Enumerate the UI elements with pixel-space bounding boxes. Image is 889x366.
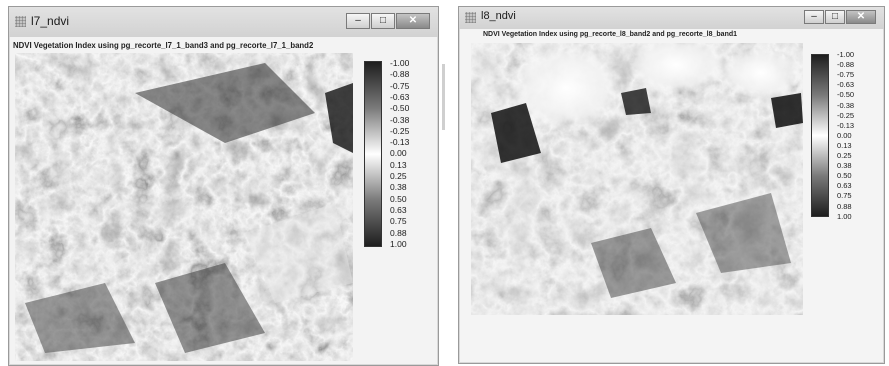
legend-tick: -0.38 [837,100,855,110]
legend-tick: 0.75 [390,216,407,227]
legend-tick: 0.50 [837,171,852,181]
legend-tick: -0.25 [390,125,410,136]
legend-tick: -0.88 [390,69,410,80]
legend-tick: 0.88 [837,201,852,211]
legend-tick: 1.00 [390,238,407,249]
window-l8-ndvi[interactable]: l8_ndvi – □ ✕ NDVI Vegetation Index usin… [458,6,885,364]
legend-tick: 0.00 [837,130,852,140]
title-bar[interactable]: l7_ndvi – □ ✕ [9,7,438,37]
legend-tick: 0.00 [390,148,407,159]
close-icon: ✕ [856,11,866,22]
legend-tick: 0.63 [837,181,852,191]
legend-tick: 0.13 [390,159,407,170]
map-subtitle: NDVI Vegetation Index using pg_recorte_l… [483,31,738,38]
legend-tick: 0.63 [390,204,407,215]
maximize-icon: □ [379,15,387,26]
legend-tick: -0.88 [837,60,855,70]
window-edge-divider [442,64,445,130]
grid-app-icon [465,12,476,23]
legend-tick: -1.00 [390,58,410,68]
title-bar[interactable]: l8_ndvi – □ ✕ [459,7,884,29]
window-l7-ndvi[interactable]: l7_ndvi – □ ✕ NDVI Vegetation Index usin… [8,6,439,366]
legend-colorbar [364,61,382,247]
minimize-icon: – [811,11,817,22]
legend-tick: -0.13 [390,137,410,148]
window-title: l7_ndvi [31,14,70,28]
window-controls: – □ ✕ [345,13,430,29]
legend-tick: 0.25 [390,171,407,181]
map-subtitle: NDVI Vegetation Index using pg_recorte_l… [13,41,314,50]
window-controls: – □ ✕ [803,10,876,24]
legend-tick: -0.38 [390,114,410,125]
legend-tick: 0.50 [390,193,407,204]
legend-tick: -0.50 [837,90,855,100]
ndvi-map-image[interactable] [471,43,803,315]
minimize-icon: – [355,15,361,26]
legend-tick: 1.00 [837,211,852,221]
maximize-button[interactable]: □ [825,10,845,24]
legend-tick: 0.25 [837,151,852,160]
legend-tick: -0.75 [837,70,855,80]
legend-tick: 0.75 [837,191,852,201]
legend-tick: -0.13 [837,120,855,130]
legend-tick: -1.00 [837,50,855,59]
legend-tick: -0.25 [837,110,855,120]
maximize-icon: □ [831,11,839,22]
legend-tick: -0.75 [390,80,410,91]
legend-tick: -0.63 [837,80,855,90]
minimize-button[interactable]: – [346,13,370,29]
minimize-button[interactable]: – [804,10,824,24]
maximize-button[interactable]: □ [371,13,395,29]
legend-colorbar [811,54,829,217]
ndvi-map-raster [15,53,353,361]
close-button[interactable]: ✕ [846,10,876,24]
legend-tick: -0.50 [390,103,410,114]
ndvi-map-raster [471,43,803,315]
close-icon: ✕ [408,15,418,26]
grid-app-icon [15,16,26,27]
legend-tick: 0.38 [837,161,852,171]
legend-tick: 0.88 [390,227,407,238]
legend-tick: 0.13 [837,140,852,150]
legend-tick: 0.38 [390,182,407,193]
legend-tick: -0.63 [390,91,410,102]
window-title: l8_ndvi [481,10,516,22]
close-button[interactable]: ✕ [396,13,430,29]
ndvi-map-image[interactable] [15,53,353,361]
